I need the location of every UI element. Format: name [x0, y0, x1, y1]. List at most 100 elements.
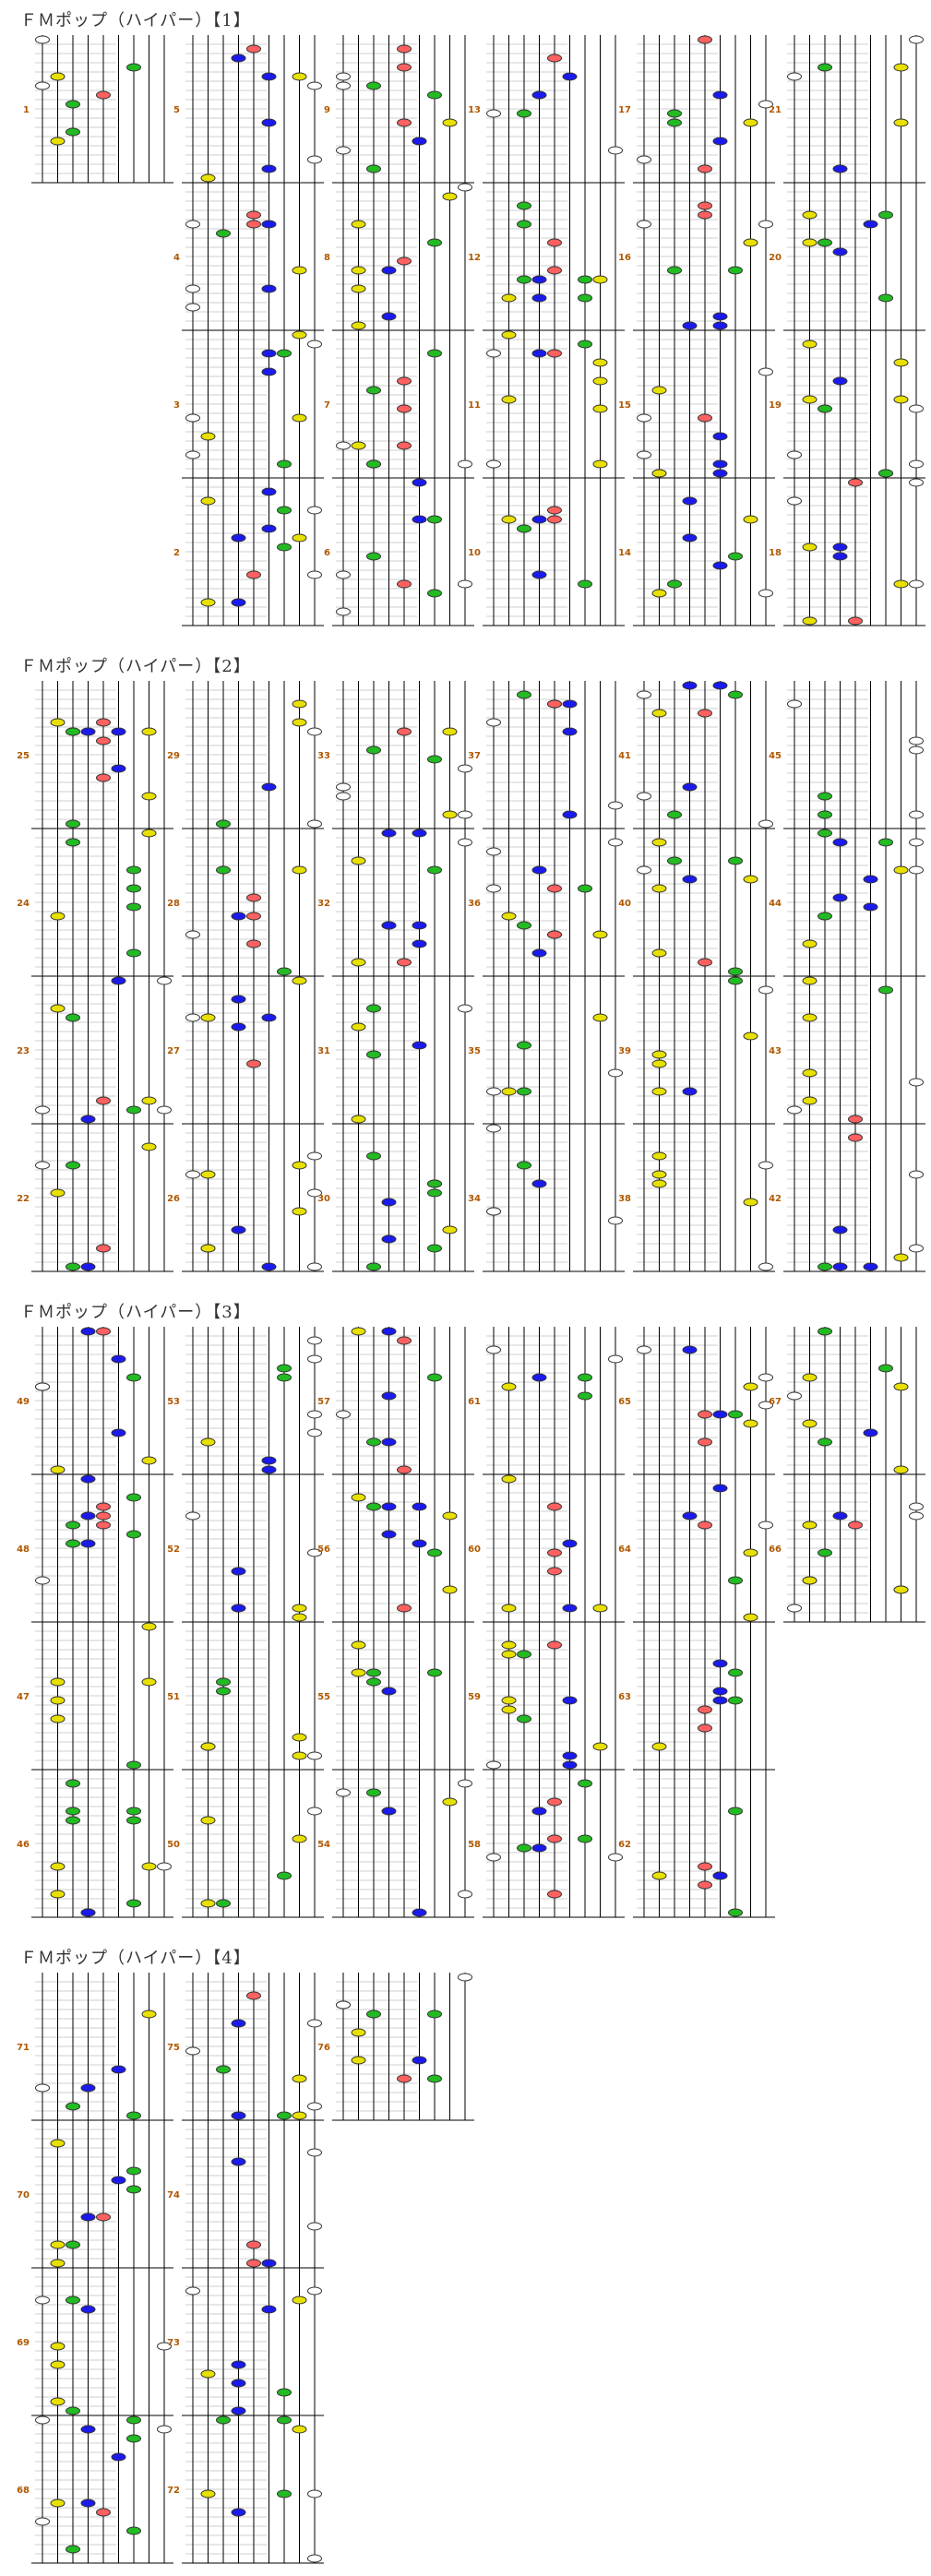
note	[307, 2102, 322, 2111]
note	[878, 1364, 893, 1373]
note	[832, 552, 848, 561]
note	[863, 1262, 878, 1271]
note	[66, 819, 80, 829]
note	[111, 1354, 126, 1364]
note	[157, 976, 172, 985]
note	[818, 1262, 832, 1271]
note	[758, 367, 773, 376]
measure-number: 22	[17, 1194, 30, 1204]
note	[200, 598, 216, 607]
note	[728, 266, 743, 275]
note	[608, 801, 623, 810]
note	[261, 487, 277, 496]
note	[651, 386, 667, 395]
note	[651, 1170, 667, 1179]
note	[157, 1862, 172, 1871]
note	[427, 1244, 442, 1253]
note	[50, 2342, 66, 2351]
note	[261, 2305, 277, 2314]
note	[66, 2406, 80, 2415]
note	[35, 2083, 50, 2093]
note	[698, 1862, 712, 1871]
note	[307, 155, 322, 164]
note	[351, 1493, 366, 1502]
note	[758, 1161, 773, 1170]
note	[157, 2342, 172, 2351]
note	[802, 210, 818, 220]
note	[547, 238, 562, 247]
note	[832, 247, 848, 256]
note	[292, 865, 307, 875]
note	[802, 1068, 818, 1078]
note	[66, 1521, 80, 1530]
note	[336, 1788, 351, 1797]
note	[698, 709, 712, 718]
note	[486, 1207, 501, 1216]
note	[578, 1834, 592, 1843]
note	[712, 90, 728, 100]
measure-number: 63	[618, 1692, 631, 1702]
note	[412, 1539, 427, 1548]
note	[246, 44, 261, 54]
note	[80, 1262, 96, 1271]
note	[307, 81, 322, 90]
note	[547, 1502, 562, 1511]
note	[381, 312, 397, 321]
note	[637, 690, 651, 699]
note	[277, 506, 292, 515]
note	[366, 1050, 381, 1059]
note	[200, 1013, 216, 1022]
note	[802, 976, 818, 985]
note	[486, 459, 501, 469]
note	[637, 865, 651, 875]
note	[682, 1345, 698, 1354]
note	[427, 349, 442, 358]
note	[486, 1087, 501, 1096]
note	[728, 1576, 743, 1585]
note	[698, 35, 712, 44]
note	[501, 1640, 517, 1650]
note	[157, 1105, 172, 1115]
measure-number: 39	[618, 1046, 631, 1056]
note	[366, 1437, 381, 1447]
note	[200, 496, 216, 506]
note	[728, 967, 743, 976]
note	[501, 1650, 517, 1659]
note	[501, 1696, 517, 1705]
note	[111, 764, 126, 773]
measure-number: 34	[468, 1194, 481, 1204]
measure-number: 6	[324, 548, 330, 558]
note	[96, 736, 111, 745]
note	[366, 1262, 381, 1271]
note	[547, 1890, 562, 1899]
note	[427, 1668, 442, 1677]
note	[909, 35, 924, 44]
note	[517, 109, 531, 118]
measure-number: 37	[468, 751, 481, 761]
note	[562, 1539, 578, 1548]
note	[66, 127, 80, 137]
note	[50, 1188, 66, 1198]
note	[246, 1059, 261, 1068]
note	[261, 1456, 277, 1465]
note	[427, 90, 442, 100]
note	[397, 63, 412, 72]
note	[651, 469, 667, 478]
note	[698, 201, 712, 210]
note	[682, 681, 698, 690]
note	[111, 2176, 126, 2185]
note	[292, 976, 307, 985]
note	[802, 395, 818, 404]
note	[682, 533, 698, 543]
note	[307, 1262, 322, 1271]
measure-number: 64	[618, 1544, 631, 1555]
note	[66, 1807, 80, 1816]
note	[292, 718, 307, 727]
note	[141, 1456, 157, 1465]
note	[35, 1161, 50, 1170]
measure-number: 29	[167, 751, 180, 761]
measure-number: 36	[468, 899, 481, 909]
note	[427, 865, 442, 875]
note	[141, 1096, 157, 1105]
note	[832, 1262, 848, 1271]
